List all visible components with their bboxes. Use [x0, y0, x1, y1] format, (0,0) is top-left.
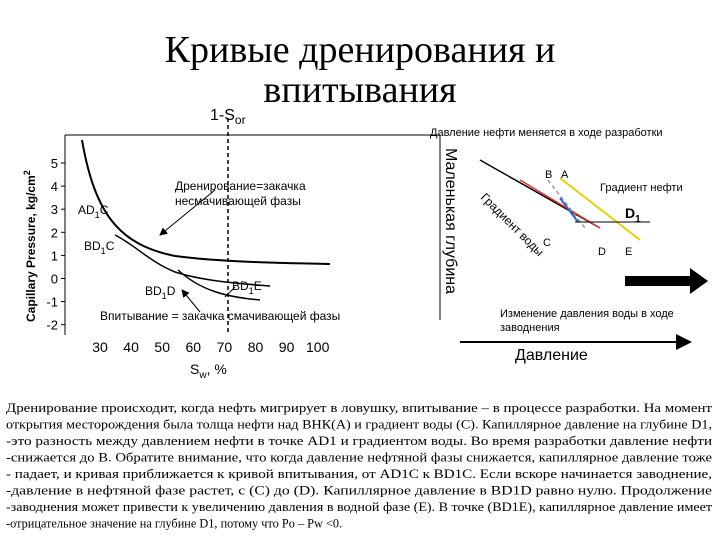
- y-tick-label: 2: [51, 225, 58, 240]
- bd1e-pointer: [224, 286, 236, 298]
- description-line: -заводнения может привести к увеличению …: [6, 500, 713, 514]
- drainage-label: Дренирование=закачка: [175, 179, 306, 193]
- depth-sub: 1: [635, 214, 641, 225]
- y-tick-label: -2: [46, 318, 58, 333]
- imbibition-arrow: [181, 289, 201, 313]
- curve-label: BD1D: [145, 284, 176, 301]
- x-tick-label: 60: [186, 339, 202, 355]
- x-tick-label: 90: [279, 339, 295, 355]
- curve-label-pre: BD: [84, 239, 101, 253]
- description-line: -давление в нефтяной фазе растет, с (C) …: [6, 484, 713, 498]
- x-tick-label: 70: [217, 339, 233, 355]
- y-tick-label: 4: [51, 179, 58, 194]
- curve-label: BD1C: [84, 239, 115, 256]
- point-b: B: [545, 169, 552, 181]
- y-tick-label: 1: [51, 248, 58, 263]
- curve-label-post: D: [167, 284, 176, 298]
- curve-label-post: C: [106, 239, 115, 253]
- y-tick-label: -1: [46, 295, 58, 310]
- curve-label-sub: 1: [95, 210, 100, 220]
- curve-label-post: C: [100, 203, 109, 217]
- imbibition-label: Впитывание = закачка смачивающей фазы: [100, 309, 340, 323]
- curve-bd1e: [177, 269, 261, 301]
- x-tick-label: 30: [92, 339, 108, 355]
- curve-label-pre: BD: [232, 279, 249, 293]
- imbibition-curve: [114, 234, 271, 287]
- drainage-label: несмачивающей фазы: [175, 194, 301, 208]
- curve-label-pre: BD: [145, 284, 162, 298]
- x-axis-label: Sw, %: [190, 361, 227, 381]
- x-tick-label: 80: [248, 339, 264, 355]
- waterflood-arrow: [625, 268, 708, 294]
- description-line: Дренирование происходит, когда нефть миг…: [6, 401, 713, 415]
- drainage-curve: [81, 139, 331, 265]
- y-tick-label: 5: [51, 156, 58, 171]
- x-axis-main: S: [190, 361, 199, 377]
- description-line: открытия месторождения была толща нефти …: [6, 418, 712, 432]
- sor-label: 1-Sor: [210, 107, 246, 127]
- y-tick-label: 0: [51, 272, 58, 287]
- curve-label-sub: 1: [162, 291, 167, 301]
- depth-label: Маленькая глубина: [442, 148, 459, 294]
- curve-label-pre: AD: [78, 203, 95, 217]
- pressure-label: Давление: [515, 347, 588, 364]
- water-gradient: Градиент воды: [478, 190, 547, 259]
- title: Кривые дренирования и: [165, 29, 556, 71]
- description-line: - падает, и кривая приближается к кривой…: [6, 467, 712, 481]
- curve-label-sub: 1: [249, 286, 254, 296]
- oil-line-b: [547, 179, 586, 229]
- water-line-red: [519, 179, 601, 229]
- point-d: D: [598, 246, 606, 258]
- title: впитывания: [263, 69, 456, 111]
- sor-main: 1-S: [210, 107, 235, 124]
- point-e: E: [625, 246, 632, 258]
- water-shift: [559, 197, 579, 223]
- oil-line-a: [559, 177, 641, 241]
- waterflood-note: Изменение давления воды в ходе: [500, 308, 674, 320]
- right-header: Давление нефти меняется в ходе разработк…: [430, 127, 663, 139]
- sor-sub: or: [235, 113, 246, 127]
- curve-label-sub: 1: [101, 246, 106, 256]
- curve-label-post: E: [254, 279, 262, 293]
- y-axis-label-main: Capillary Pressure, kg/cm: [24, 175, 38, 322]
- y-axis-label-sup: 2: [22, 170, 32, 175]
- point-a: A: [561, 169, 569, 181]
- x-axis-post: , %: [207, 361, 227, 377]
- x-tick-label: 40: [123, 339, 139, 355]
- description-line: -это разность между давлением нефти в то…: [6, 434, 713, 448]
- x-axis-sub: w: [198, 370, 207, 381]
- x-tick-label: 50: [154, 339, 170, 355]
- description-line: -отрицательное значение на глубине D1, п…: [6, 517, 342, 531]
- y-tick-label: 3: [51, 202, 58, 217]
- depth-d1: D1: [625, 205, 641, 225]
- point-c: C: [543, 237, 551, 249]
- depth-main: D: [625, 205, 635, 221]
- curve-label: AD1C: [78, 203, 109, 220]
- y-axis-label: Capillary Pressure, kg/cm2: [22, 170, 38, 322]
- curve-label: BD1E: [232, 279, 262, 296]
- description-line: -снижается до B. Обратите внимание, что …: [6, 451, 713, 465]
- drainage-arrow: [159, 189, 216, 236]
- oil-gradient: Градиент нефти: [600, 182, 683, 194]
- x-tick-label: 100: [306, 339, 330, 355]
- waterflood-note: заводнения: [500, 322, 560, 334]
